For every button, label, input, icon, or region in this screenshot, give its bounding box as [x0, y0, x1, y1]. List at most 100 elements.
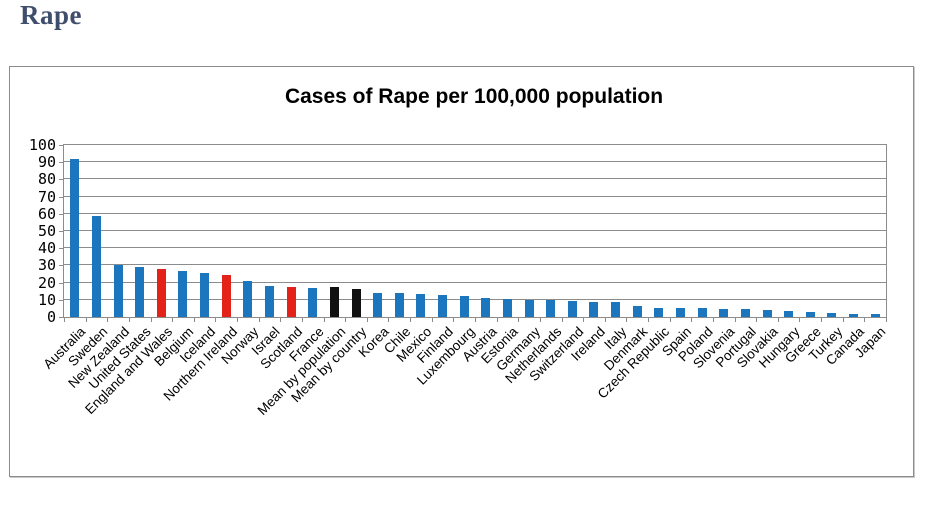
x-axis-tick [366, 317, 368, 322]
bar-iceland [200, 273, 210, 317]
y-axis-tick [59, 265, 64, 267]
bar-portugal [740, 309, 750, 317]
gridline [64, 212, 886, 214]
x-axis-tick [756, 317, 758, 322]
x-axis-tick [150, 317, 152, 322]
x-axis-tick [172, 317, 174, 322]
y-axis-tick-label: 40 [37, 239, 56, 258]
y-axis-tick-label: 70 [37, 187, 56, 206]
x-axis-tick [193, 317, 195, 322]
x-axis-tick [410, 317, 412, 322]
x-axis-tick [237, 317, 239, 322]
bar-australia [70, 158, 80, 317]
gridline [64, 264, 886, 266]
x-axis-tick [107, 317, 109, 322]
x-axis-tick [691, 317, 693, 322]
y-axis-tick [59, 145, 64, 146]
y-axis-tick [59, 282, 64, 284]
bar-belgium [178, 270, 188, 317]
bar-turkey [827, 312, 837, 317]
gridline [64, 230, 886, 231]
y-axis-tick [59, 231, 64, 232]
bar-luxembourg [459, 295, 469, 317]
bar-mexico [416, 293, 426, 317]
chart-panel: Cases of Rape per 100,000 population 0 10… [9, 66, 914, 477]
x-axis-tick [64, 317, 65, 322]
page-title: Rape [20, 0, 82, 30]
x-axis-tick [128, 317, 130, 322]
x-axis-tick [539, 317, 541, 322]
x-axis-tick [475, 317, 476, 322]
y-axis-tick-label: 30 [37, 256, 56, 275]
bar-denmark [632, 305, 642, 317]
gridline [64, 281, 886, 283]
y-axis-tick-label: 50 [37, 222, 56, 240]
x-axis-tick [626, 317, 628, 322]
bar-england-and-wales [156, 268, 166, 317]
x-axis-tick [842, 317, 844, 322]
y-axis-tick-label: 100 [28, 136, 56, 154]
bar-hungary [784, 310, 794, 317]
bar-israel [265, 286, 274, 317]
bar-mean-by-country [351, 289, 361, 317]
y-axis-tick [59, 299, 64, 301]
x-axis-tick [496, 317, 498, 322]
bar-italy [611, 302, 621, 317]
bar-japan [870, 314, 880, 317]
bar-chile [394, 292, 404, 317]
y-axis-tick-label: 20 [37, 273, 56, 292]
x-axis-tick [648, 317, 650, 322]
x-axis-tick [583, 317, 585, 322]
y-axis-tick-label: 80 [37, 170, 56, 189]
chart-title: Cases of Rape per 100,000 population [284, 85, 664, 108]
bar-austria [481, 298, 491, 317]
x-axis-tick [258, 317, 260, 322]
bar-united-states [135, 267, 145, 317]
bar-netherlands [546, 299, 556, 317]
y-axis-tick-label: 0 [46, 308, 56, 326]
x-axis-tick [518, 317, 520, 322]
x-axis-tick [821, 317, 823, 322]
bar-czech-republic [654, 307, 664, 317]
y-axis-tick [59, 196, 64, 198]
bar-northern-ireland [221, 274, 231, 317]
x-axis-tick [323, 317, 325, 322]
gridline [64, 161, 886, 163]
x-axis-tick [734, 317, 736, 322]
y-axis-tick [59, 213, 64, 215]
bar-poland [697, 308, 707, 317]
x-axis-tick [669, 317, 671, 322]
bar-france [308, 287, 318, 317]
bar-estonia [502, 298, 512, 317]
gridline [64, 178, 886, 180]
x-axis-tick [712, 317, 714, 322]
y-axis-tick [59, 248, 64, 250]
bar-germany [524, 299, 534, 317]
gridline [64, 247, 886, 249]
bar-sweden [91, 215, 101, 317]
x-axis-tick [886, 317, 887, 322]
x-axis-tick [85, 317, 87, 322]
bar-ireland [589, 301, 599, 317]
y-axis-tick [59, 179, 64, 181]
x-axis-tick [280, 317, 282, 322]
bar-korea [373, 292, 383, 317]
x-axis-tick [604, 317, 606, 322]
bar-switzerland [567, 300, 577, 317]
x-axis-tick [301, 317, 303, 322]
x-axis-tick [453, 317, 455, 322]
bar-new-zealand [113, 264, 123, 317]
bar-scotland [286, 286, 296, 317]
y-axis-tick-label: 90 [37, 153, 56, 172]
x-axis-tick [561, 317, 563, 322]
bar-mean-by-population [329, 286, 339, 317]
y-axis-tick [59, 317, 64, 318]
bar-slovakia [762, 310, 772, 317]
x-axis-tick [777, 317, 779, 322]
y-axis-tick [59, 162, 64, 164]
x-axis-tick [799, 317, 801, 322]
x-axis-tick [215, 317, 217, 322]
bar-finland [438, 294, 448, 317]
x-axis-tick [345, 317, 347, 322]
x-axis-tick [431, 317, 433, 322]
